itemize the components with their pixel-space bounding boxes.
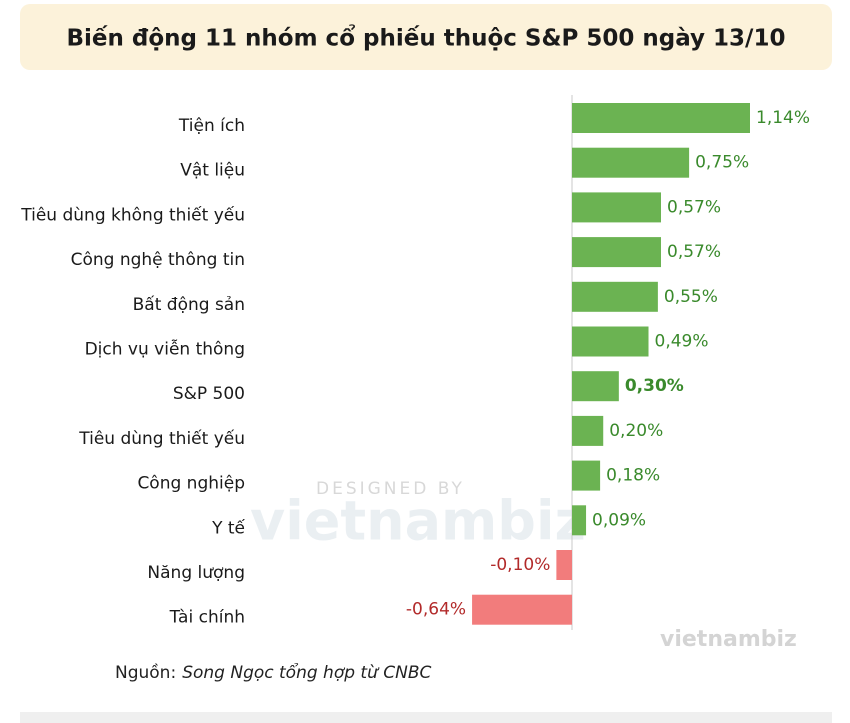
- value-label: 0,55%: [664, 287, 718, 307]
- bar: [572, 460, 601, 491]
- category-label: Dịch vụ viễn thông: [85, 339, 245, 360]
- bar: [572, 415, 604, 446]
- category-label: Công nghiệp: [137, 474, 245, 494]
- watermark-logo: vietnambiz: [660, 627, 797, 652]
- value-label: 0,18%: [606, 466, 660, 486]
- value-label: 0,49%: [655, 332, 709, 352]
- category-label: Tiện ích: [178, 116, 245, 136]
- value-label: 0,30%: [625, 376, 684, 396]
- chart-title: Biến động 11 nhóm cổ phiếu thuộc S&P 500…: [67, 24, 786, 52]
- value-label: 1,14%: [756, 108, 810, 128]
- value-label: 0,57%: [667, 197, 721, 217]
- bar: [572, 371, 619, 402]
- watermark-brand: vietnambiz: [250, 490, 586, 553]
- watermark-top: DESIGNED BY: [316, 479, 465, 499]
- value-label: -0,10%: [490, 555, 550, 575]
- value-label: 0,75%: [695, 153, 749, 173]
- bar: [572, 505, 587, 536]
- footer-strip: [20, 712, 832, 723]
- bar: [572, 192, 661, 223]
- category-label: Tiêu dùng không thiết yếu: [20, 204, 245, 225]
- bar: [572, 326, 649, 357]
- bar: [556, 550, 572, 580]
- value-label: 0,57%: [667, 242, 721, 262]
- bar: [572, 281, 658, 312]
- category-label: Công nghệ thông tin: [71, 250, 245, 270]
- category-label: Tài chính: [169, 608, 245, 628]
- source-text: Song Ngọc tổng hợp từ CNBC: [182, 662, 431, 683]
- bar: [572, 103, 750, 133]
- category-label: Y tế: [211, 517, 245, 538]
- value-label: 0,09%: [592, 510, 646, 530]
- value-label: 0,20%: [609, 421, 663, 441]
- value-label: -0,64%: [406, 600, 466, 620]
- source: Nguồn: Song Ngọc tổng hợp từ CNBC: [115, 662, 432, 683]
- bar: [572, 147, 690, 178]
- category-label: Tiêu dùng thiết yếu: [78, 428, 245, 449]
- title-box: [20, 4, 832, 70]
- category-label: S&P 500: [173, 384, 245, 404]
- bar: [472, 594, 572, 625]
- bar: [572, 237, 661, 268]
- category-label: Vật liệu: [180, 161, 245, 181]
- category-label: Bất động sản: [133, 294, 245, 315]
- source-label: Nguồn:: [115, 662, 176, 683]
- category-label: Năng lượng: [147, 563, 245, 583]
